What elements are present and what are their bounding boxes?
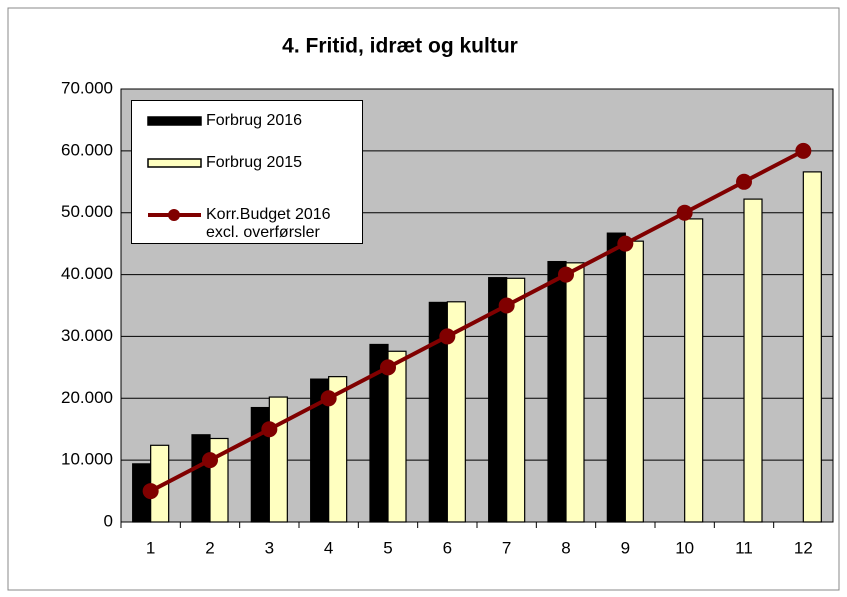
line-marker <box>439 328 456 345</box>
line-marker <box>202 452 218 469</box>
bar <box>446 301 466 523</box>
y-tick-label: 70.000 <box>61 78 113 97</box>
bar <box>191 434 211 523</box>
bar <box>565 262 585 523</box>
legend: Forbrug 2016 Forbrug 2015 Korr.Budget 2016… <box>131 100 363 244</box>
line-marker <box>736 173 752 190</box>
legend-label: Forbrug 2015 <box>206 154 303 171</box>
line-marker <box>142 483 159 500</box>
bar <box>547 260 567 523</box>
x-tick-label: 6 <box>443 538 452 557</box>
line-series <box>149 149 805 493</box>
y-tick-label: 50.000 <box>61 202 113 221</box>
x-tick-label: 11 <box>735 538 753 557</box>
legend-swatch <box>147 116 202 126</box>
x-tick-label: 5 <box>383 538 392 557</box>
x-tick-label: 2 <box>205 538 214 557</box>
line-marker <box>676 204 693 221</box>
bar <box>506 277 526 523</box>
y-tick-label: 60.000 <box>61 140 113 159</box>
y-tick-label: 10.000 <box>61 450 113 469</box>
line-marker <box>320 390 337 407</box>
bar <box>387 350 407 523</box>
line-marker <box>261 421 278 438</box>
bar <box>624 240 644 523</box>
legend-swatch <box>147 158 202 168</box>
x-tick-label: 8 <box>561 538 570 557</box>
legend-label: Korr.Budget 2016 excl. overførsler <box>206 206 331 241</box>
bar <box>684 218 704 523</box>
line-marker <box>558 266 574 283</box>
legend-label: Forbrug 2016 <box>206 112 303 129</box>
bar <box>328 376 348 523</box>
x-tick-label: 10 <box>675 538 694 557</box>
x-tick-label: 4 <box>324 538 333 557</box>
chart-title: 4. Fritid, idræt og kultur <box>282 35 518 58</box>
line-marker <box>617 235 634 252</box>
line-marker <box>380 359 396 376</box>
y-tick-label: 30.000 <box>61 326 113 345</box>
y-tick-label: 20.000 <box>61 388 113 407</box>
y-tick-label: 40.000 <box>61 264 113 283</box>
line-marker <box>795 142 812 159</box>
y-tick-label: 0 <box>104 511 113 530</box>
bar <box>802 171 822 523</box>
x-tick-label: 3 <box>265 538 274 557</box>
legend-swatches <box>147 116 202 221</box>
bar <box>606 232 626 523</box>
bar <box>743 198 763 523</box>
line-marker <box>498 297 515 314</box>
x-tick-label: 9 <box>621 538 630 557</box>
x-tick-label: 1 <box>146 538 155 557</box>
x-tick-label: 7 <box>502 538 511 557</box>
legend-swatch <box>168 209 180 221</box>
bar <box>268 396 288 523</box>
x-tick-label: 12 <box>794 538 813 557</box>
